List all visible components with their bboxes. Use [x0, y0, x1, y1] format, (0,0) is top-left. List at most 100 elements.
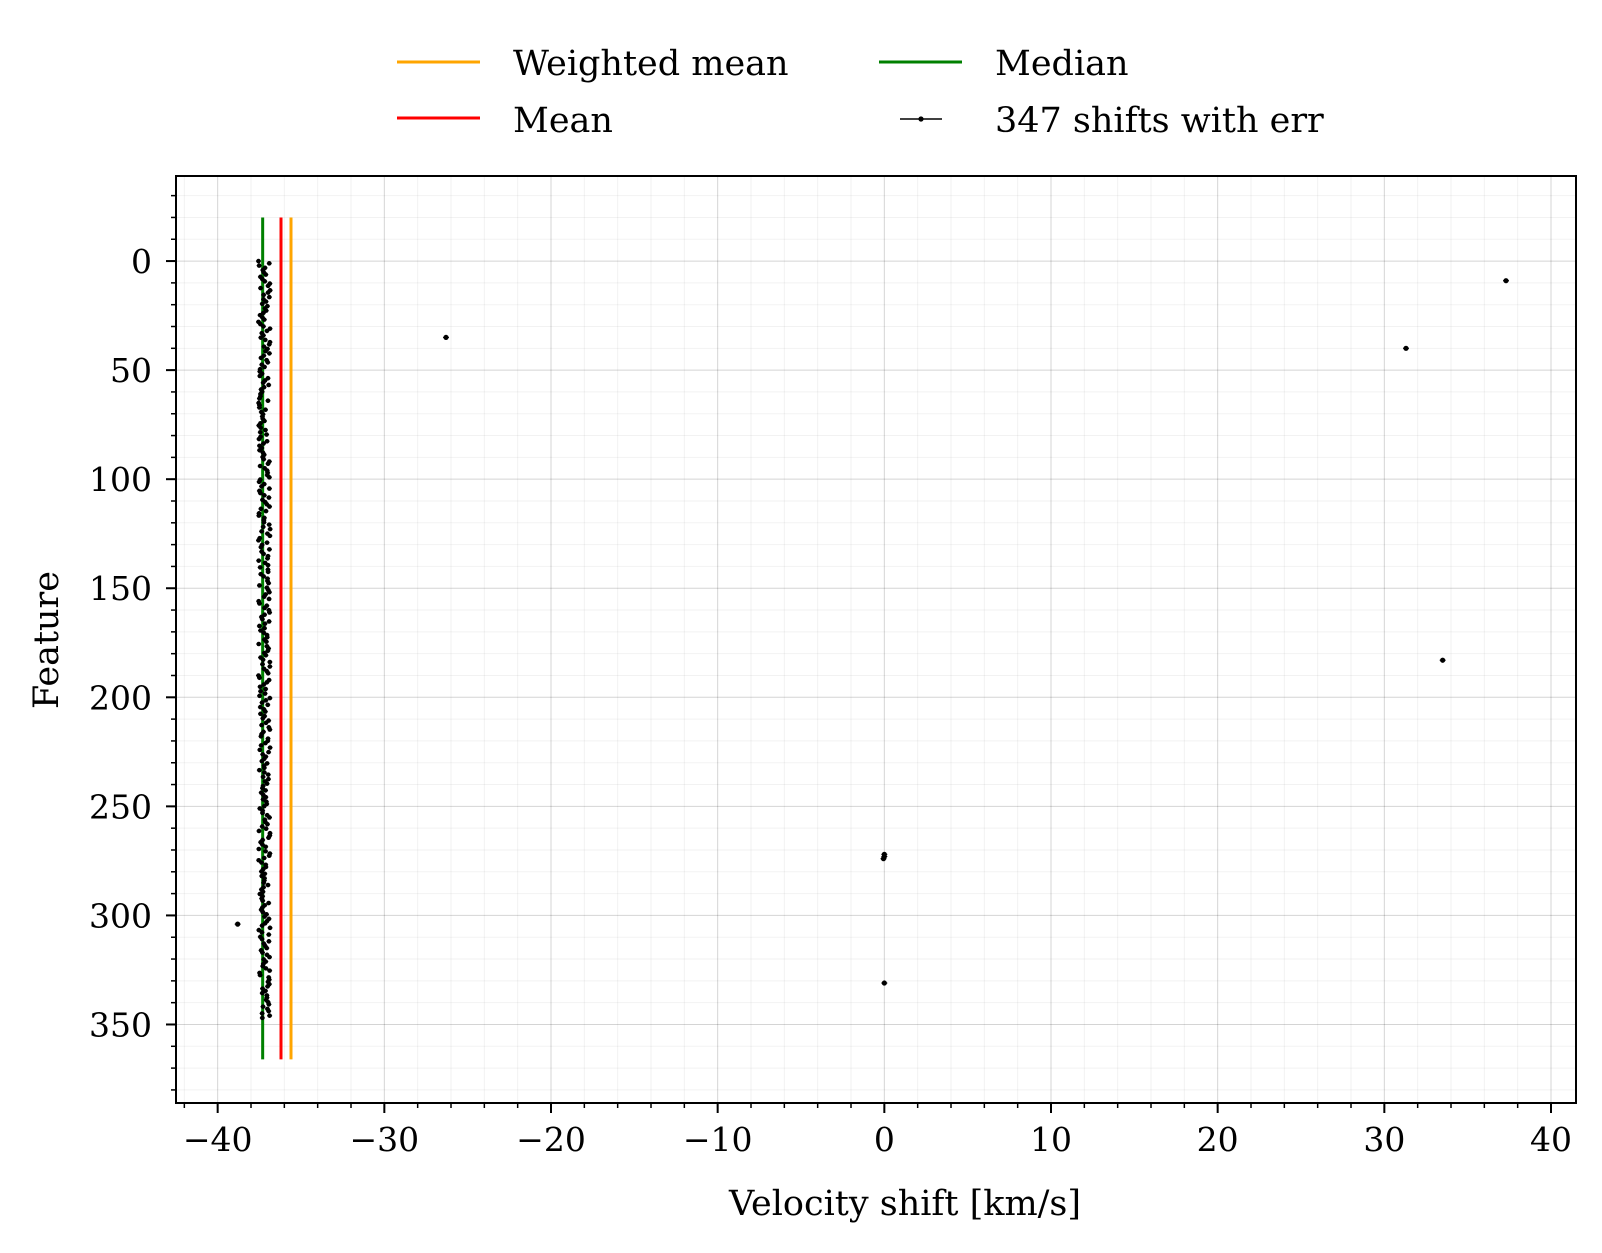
cluster-point [265, 821, 270, 827]
y-tick-label: 100 [89, 460, 152, 499]
cluster-point [266, 835, 271, 841]
cluster-point [256, 258, 261, 264]
cluster-point [261, 630, 267, 636]
cluster-point [258, 506, 264, 512]
cluster-point [263, 788, 268, 793]
x-tick-label: 0 [874, 1120, 895, 1159]
cluster-point [265, 702, 271, 708]
cluster-point [263, 686, 268, 692]
cluster-point [267, 294, 272, 300]
cluster-point [267, 954, 272, 960]
cluster-point [257, 972, 263, 978]
cluster-point [262, 691, 268, 696]
cluster-point [264, 781, 270, 786]
cluster-point [267, 475, 272, 480]
cluster-point [260, 1004, 266, 1009]
cluster-point [259, 930, 265, 935]
cluster-point [260, 1015, 265, 1021]
cluster-point [261, 765, 267, 771]
x-tick-label: 30 [1363, 1120, 1405, 1159]
legend-label-mean: Mean [513, 101, 613, 141]
cluster-point [265, 283, 271, 289]
cluster-point [267, 351, 272, 356]
cluster-point [263, 407, 268, 413]
cluster-point [257, 396, 262, 401]
legend-label-shifts: 347 shifts with err [995, 101, 1324, 141]
x-tick-label: −30 [350, 1120, 420, 1159]
cluster-point [259, 758, 265, 764]
cluster-point [257, 405, 262, 410]
cluster-point [259, 1011, 265, 1016]
cluster-point [266, 776, 271, 782]
outlier-point [880, 856, 887, 862]
cluster-point [260, 661, 265, 667]
cluster-point [266, 619, 272, 624]
cluster-point [265, 772, 271, 777]
cluster-point [262, 279, 268, 284]
cluster-point [264, 945, 270, 951]
cluster-point [265, 461, 271, 467]
cluster-point [267, 486, 272, 491]
x-axis-label: Velocity shift [km/s] [728, 1184, 1081, 1224]
cluster-point [256, 558, 262, 563]
cluster-point [265, 290, 271, 295]
cluster-point [257, 601, 262, 606]
cluster-point [266, 522, 272, 527]
cluster-point [266, 382, 271, 388]
cluster-point [262, 337, 268, 343]
cluster-point [257, 565, 263, 570]
x-tick-label: −10 [683, 1120, 753, 1159]
cluster-point [267, 925, 273, 931]
cluster-point [266, 580, 271, 586]
cluster-point [257, 447, 262, 453]
y-tick-label: 150 [89, 569, 152, 608]
cluster-point [267, 533, 273, 539]
cluster-point [257, 429, 263, 435]
cluster-point [261, 551, 266, 557]
y-axis-label: Feature [27, 571, 67, 709]
cluster-point [263, 848, 268, 854]
cluster-point [263, 508, 269, 514]
cluster-point [263, 427, 268, 433]
cluster-point [262, 914, 267, 919]
cluster-point [259, 936, 265, 942]
y-tick-label: 200 [89, 678, 152, 717]
cluster-point [263, 988, 268, 994]
cluster-point [261, 344, 267, 349]
cluster-point [258, 743, 264, 748]
axis-ticks: −40 −30 −20 −10 0 10 20 30 40 0 50 100 150 200 250 300 3… [89, 194, 1572, 1159]
cluster-point [256, 641, 262, 647]
cluster-point [257, 693, 262, 699]
legend: Weighted mean Mean Median 347 shifts wit… [397, 44, 1324, 141]
x-tick-label: 10 [1030, 1120, 1072, 1159]
cluster-point [267, 547, 272, 552]
cluster-point [259, 301, 265, 307]
cluster-point [266, 1008, 271, 1014]
cluster-point [256, 828, 262, 834]
cluster-point [262, 418, 267, 424]
cluster-point [265, 360, 271, 365]
cluster-point [263, 826, 269, 832]
cluster-point [260, 898, 265, 904]
cluster-point [259, 860, 264, 865]
cluster-point [261, 441, 266, 446]
cluster-point [267, 610, 272, 615]
legend-label-weighted-mean: Weighted mean [513, 44, 789, 84]
cluster-point [258, 544, 264, 550]
cluster-point [260, 657, 266, 663]
cluster-point [267, 745, 273, 750]
cluster-point [265, 569, 271, 575]
cluster-point [258, 704, 263, 710]
y-tick-label: 300 [89, 896, 152, 935]
cluster-point [258, 628, 263, 633]
cluster-point [258, 335, 264, 340]
cluster-point [260, 909, 266, 915]
cluster-point [261, 803, 267, 809]
cluster-point [260, 810, 265, 816]
y-tick-label: 250 [89, 787, 152, 826]
cluster-point [263, 720, 269, 726]
cluster-point [261, 324, 266, 329]
cluster-point [256, 436, 262, 442]
cluster-point [261, 292, 266, 298]
